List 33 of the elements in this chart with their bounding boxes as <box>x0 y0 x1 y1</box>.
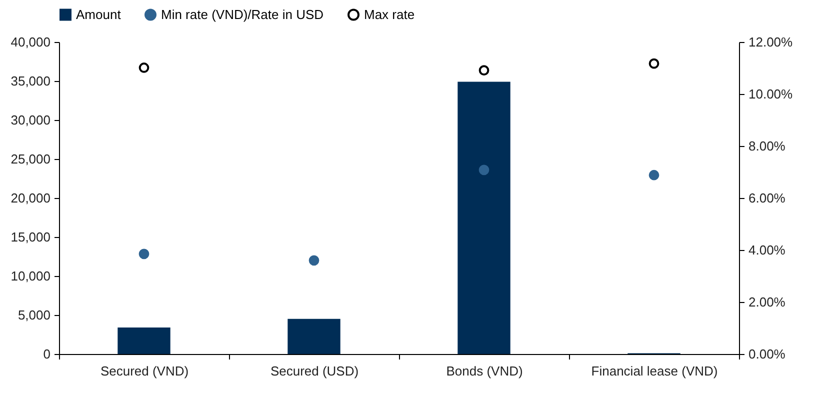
point <box>308 255 320 266</box>
bar <box>458 82 510 354</box>
y2-tick-label: 0.00% <box>748 346 786 362</box>
y-tick-label: 0 <box>43 346 50 362</box>
y2-tick-label: 12.00% <box>748 34 794 50</box>
y-tick-label: 5,000 <box>18 308 50 322</box>
y-tick-label: 15,000 <box>10 230 50 244</box>
y-tick-label: 35,000 <box>10 74 50 88</box>
y-tick-label: 30,000 <box>10 112 50 128</box>
x-tick-label: Bonds (VND) <box>446 364 523 378</box>
y-tick-label: 40,000 <box>10 34 50 50</box>
x-tick-label: Secured (USD) <box>270 364 359 378</box>
y2-tick-label: 6.00% <box>748 190 786 206</box>
y2-tick-label: 10.00% <box>748 86 794 102</box>
y2-tick-label: 2.00% <box>748 294 786 310</box>
point <box>138 248 150 260</box>
y-tick-label: 10,000 <box>10 268 50 284</box>
point <box>648 170 660 180</box>
y-tick-label: 25,000 <box>10 152 50 166</box>
legend-label: Max rate <box>364 6 415 22</box>
y2-tick-label: 4.00% <box>748 242 786 258</box>
x-tick-label: Financial lease (VND) <box>591 364 718 378</box>
x-tick-label: Secured (VND) <box>100 364 189 378</box>
y-tick-label: 20,000 <box>10 190 50 206</box>
bar <box>118 327 170 354</box>
point <box>138 62 150 73</box>
point <box>648 58 660 69</box>
y2-tick-label: 8.00% <box>748 138 786 154</box>
point <box>478 65 490 76</box>
bar <box>288 318 340 354</box>
legend-label: Amount <box>76 6 122 22</box>
point <box>478 164 490 176</box>
legend-label: Min rate (VND)/Rate in USD <box>161 6 324 22</box>
